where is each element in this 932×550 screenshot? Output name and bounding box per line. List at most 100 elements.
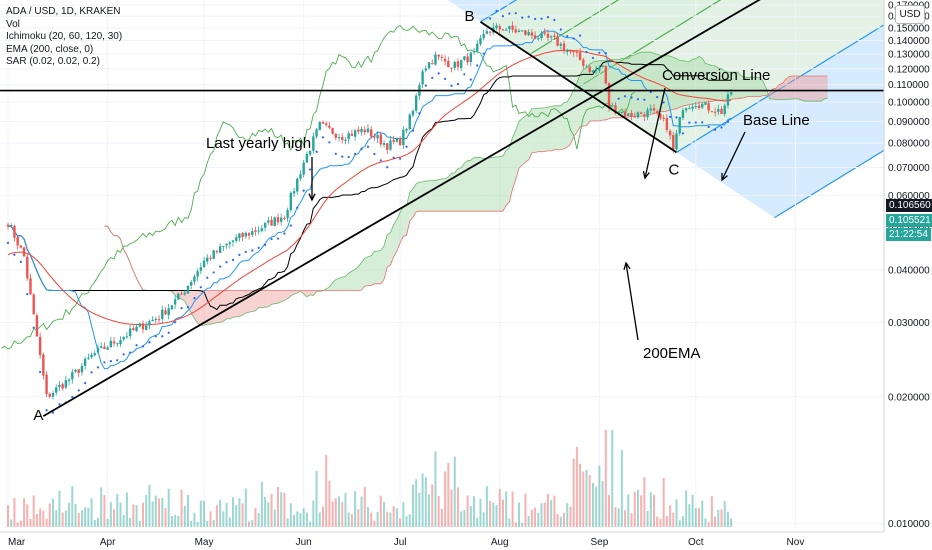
candle-121 xyxy=(395,137,399,143)
volume-bar-75 xyxy=(248,521,251,527)
candle-body xyxy=(517,30,521,33)
pitchfork-line-4 xyxy=(676,0,926,153)
cloud-segment-95 xyxy=(409,188,413,222)
cloud-segment-128 xyxy=(515,121,519,180)
candle-11 xyxy=(42,352,45,380)
candle-body xyxy=(466,56,469,63)
candle-195 xyxy=(633,112,636,118)
candle-54 xyxy=(180,291,183,295)
sar-dot-62 xyxy=(206,276,209,279)
cloud-segment-169 xyxy=(647,52,651,116)
cloud-segment-185 xyxy=(699,56,703,103)
indicator-ichimoku[interactable]: Ichimoku (20, 60, 120, 30) xyxy=(6,31,123,42)
volume-bar-34 xyxy=(116,494,119,527)
sar-dot-106 xyxy=(347,155,350,159)
candle-body xyxy=(389,140,392,150)
candle-179 xyxy=(582,57,585,70)
candle-body xyxy=(588,66,591,72)
volume-bar-173 xyxy=(563,512,566,527)
trend-line-a xyxy=(42,0,761,417)
candle-213 xyxy=(691,103,694,112)
volume-bar-110 xyxy=(360,496,363,527)
volume-bar-178 xyxy=(579,463,582,527)
volume-bar-27 xyxy=(93,519,96,527)
volume-bar-103 xyxy=(338,496,341,527)
volume-bar-55 xyxy=(183,505,186,527)
candle-202 xyxy=(656,109,659,116)
cloud-segment-187 xyxy=(705,63,709,102)
volume-bar-209 xyxy=(678,520,681,527)
candle-156 xyxy=(508,25,511,34)
indicator-ema[interactable]: EMA (200, close, 0) xyxy=(6,43,94,55)
volume-bar-78 xyxy=(257,512,260,527)
sar-dot-196 xyxy=(636,98,640,101)
candle-body xyxy=(527,32,530,36)
candle-body xyxy=(636,112,640,118)
volume-bar-87 xyxy=(286,518,289,527)
sar-dot-156 xyxy=(508,12,511,15)
volume-bar-13 xyxy=(48,503,51,527)
sar-dot-152 xyxy=(495,9,498,12)
volume-bar-221 xyxy=(717,509,720,527)
candle-204 xyxy=(662,114,665,122)
volume-bar-182 xyxy=(591,482,594,527)
cloud-segment-36 xyxy=(220,290,224,323)
candle-170 xyxy=(553,32,556,40)
cloud-segment-97 xyxy=(416,182,420,212)
candle-body xyxy=(215,251,219,253)
pitchfork-line-3 xyxy=(578,0,722,88)
volume-bar-38 xyxy=(129,518,132,527)
candle-64 xyxy=(212,249,215,260)
cloud-segment-57 xyxy=(287,290,291,299)
candle-body xyxy=(553,35,556,37)
cloud-segment-164 xyxy=(631,55,635,117)
cloud-segment-198 xyxy=(740,75,744,99)
volume-bar-167 xyxy=(543,502,546,527)
candle-57 xyxy=(189,279,193,290)
volume-bar-169 xyxy=(550,500,553,527)
candle-10 xyxy=(38,332,42,359)
sar-dot-0 xyxy=(6,241,10,245)
cloud-segment-177 xyxy=(673,57,677,110)
candle-body xyxy=(196,271,199,277)
candle-body xyxy=(186,285,190,294)
volume-bar-7 xyxy=(29,518,32,527)
candle-81 xyxy=(267,216,270,225)
volume-bar-72 xyxy=(238,498,241,527)
volume-bar-8 xyxy=(32,495,35,527)
candle-169 xyxy=(549,35,553,42)
currency-button[interactable]: USD xyxy=(895,5,925,24)
candle-22 xyxy=(77,368,80,378)
cloud-segment-147 xyxy=(576,74,581,133)
candle-body xyxy=(64,380,68,388)
candle-body xyxy=(559,43,563,46)
x-tick-label-oct: Oct xyxy=(688,537,704,548)
candle-body xyxy=(353,130,357,137)
candle-130 xyxy=(424,65,428,73)
label-point-c: C xyxy=(669,161,680,178)
candle-145 xyxy=(472,48,476,56)
volume-bar-224 xyxy=(726,511,729,527)
trend-drawings xyxy=(0,0,884,417)
candle-body xyxy=(533,35,537,39)
volume-bar-220 xyxy=(714,516,717,527)
sar-dot-50 xyxy=(167,331,170,334)
candle-body xyxy=(324,123,328,125)
sar-dot-146 xyxy=(476,64,479,67)
candle-body xyxy=(173,299,177,305)
sar-dot-104 xyxy=(341,155,344,158)
indicator-sar[interactable]: SAR (0.02, 0.02, 0.2) xyxy=(6,56,100,67)
candle-23 xyxy=(80,362,84,376)
volume-bar-63 xyxy=(209,511,212,527)
base-line xyxy=(8,60,732,311)
candle-body xyxy=(344,139,347,141)
candle-body xyxy=(251,231,254,235)
candle-69 xyxy=(228,240,231,249)
volume-bar-4 xyxy=(19,520,22,527)
last-price-tag: 0.105521 xyxy=(886,214,932,227)
sar-dot-150 xyxy=(489,17,492,20)
indicator-volume[interactable]: Vol xyxy=(6,18,20,30)
volume-bar-107 xyxy=(350,514,353,527)
x-tick-label-mar: Mar xyxy=(8,537,26,548)
